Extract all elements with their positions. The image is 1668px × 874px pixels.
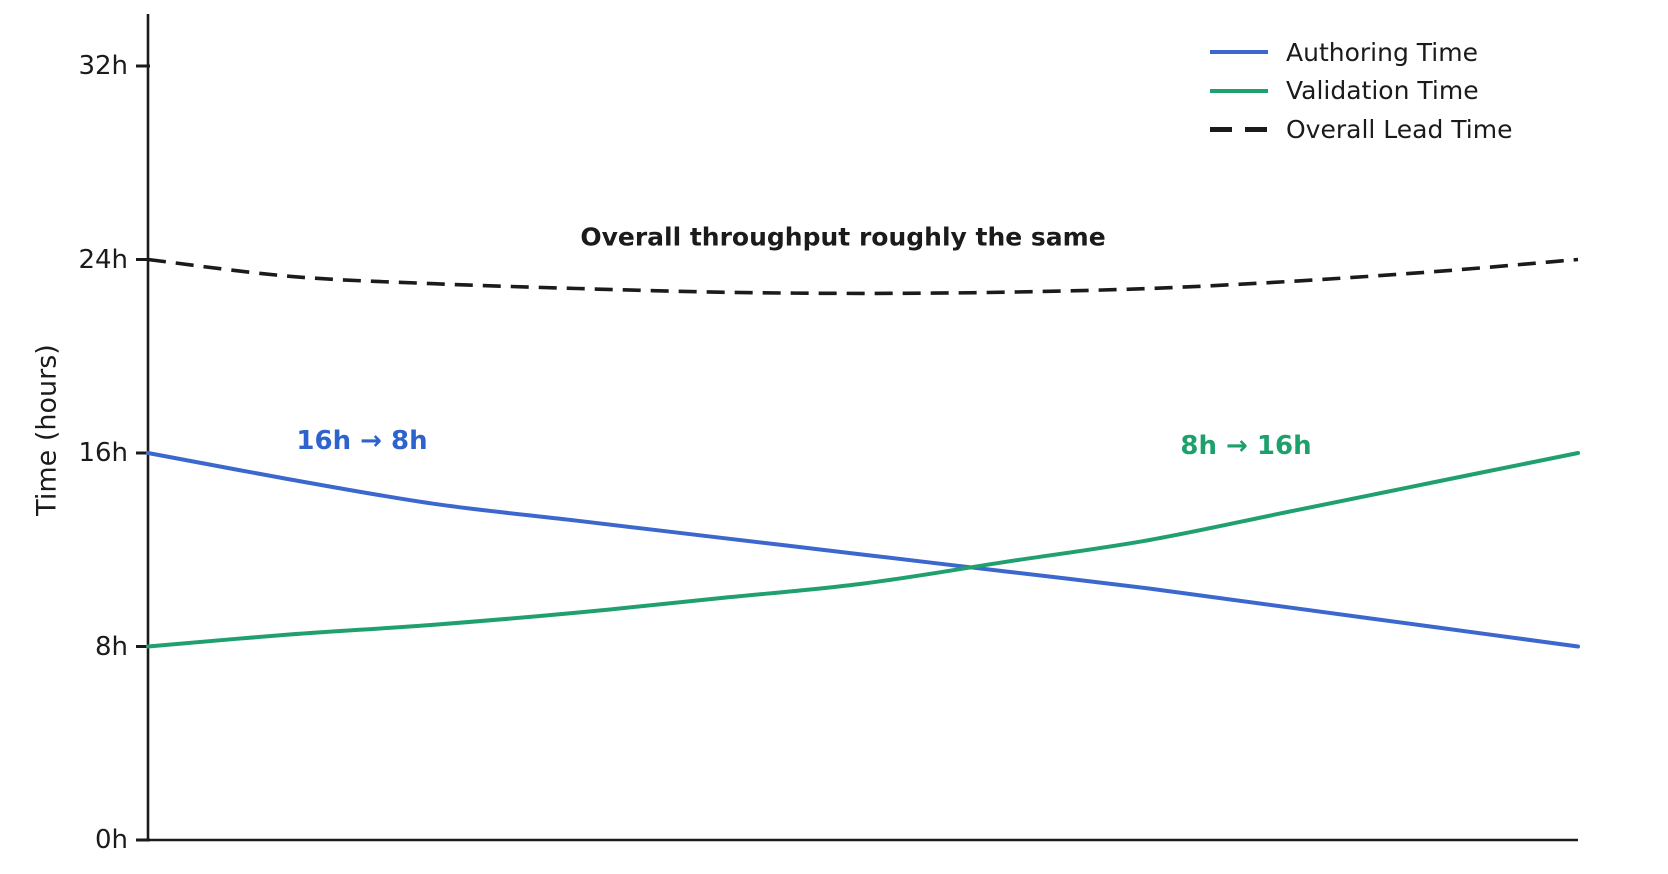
y-tick-label-0h: 0h [94, 825, 128, 855]
authoring-time-line [146, 451, 1580, 649]
legend-label: Authoring Time [1286, 37, 1478, 67]
overall-lead-time-line [147, 257, 1579, 296]
annotation-authoring-change: 16h → 8h [296, 426, 428, 456]
authoring-line-swatch-icon [1210, 50, 1268, 55]
annotation-validation-change: 8h → 16h [1180, 431, 1312, 461]
annotation-overall-throughput: Overall throughput roughly the same [580, 222, 1106, 252]
legend-item-authoring-time: Authoring Time [1210, 33, 1512, 72]
y-tick-marks [136, 64, 150, 842]
legend-item-overall-lead-time: Overall Lead Time [1210, 110, 1512, 149]
validation-line-swatch-icon [1210, 88, 1268, 93]
overall-dashed-swatch-icon [1210, 126, 1268, 132]
y-axis-title: Time (hours) [31, 344, 63, 516]
y-tick-label-32h: 32h [78, 51, 128, 81]
legend-label: Validation Time [1286, 76, 1479, 106]
y-tick-label-24h: 24h [78, 244, 128, 275]
legend-label: Overall Lead Time [1286, 114, 1513, 144]
legend: Authoring Time Validation Time Overall L… [1210, 33, 1512, 149]
y-tick-label-8h: 8h [94, 631, 128, 662]
y-tick-label-16h: 16h [78, 438, 128, 468]
validation-time-line [146, 451, 1580, 649]
legend-item-validation-time: Validation Time [1210, 72, 1512, 111]
